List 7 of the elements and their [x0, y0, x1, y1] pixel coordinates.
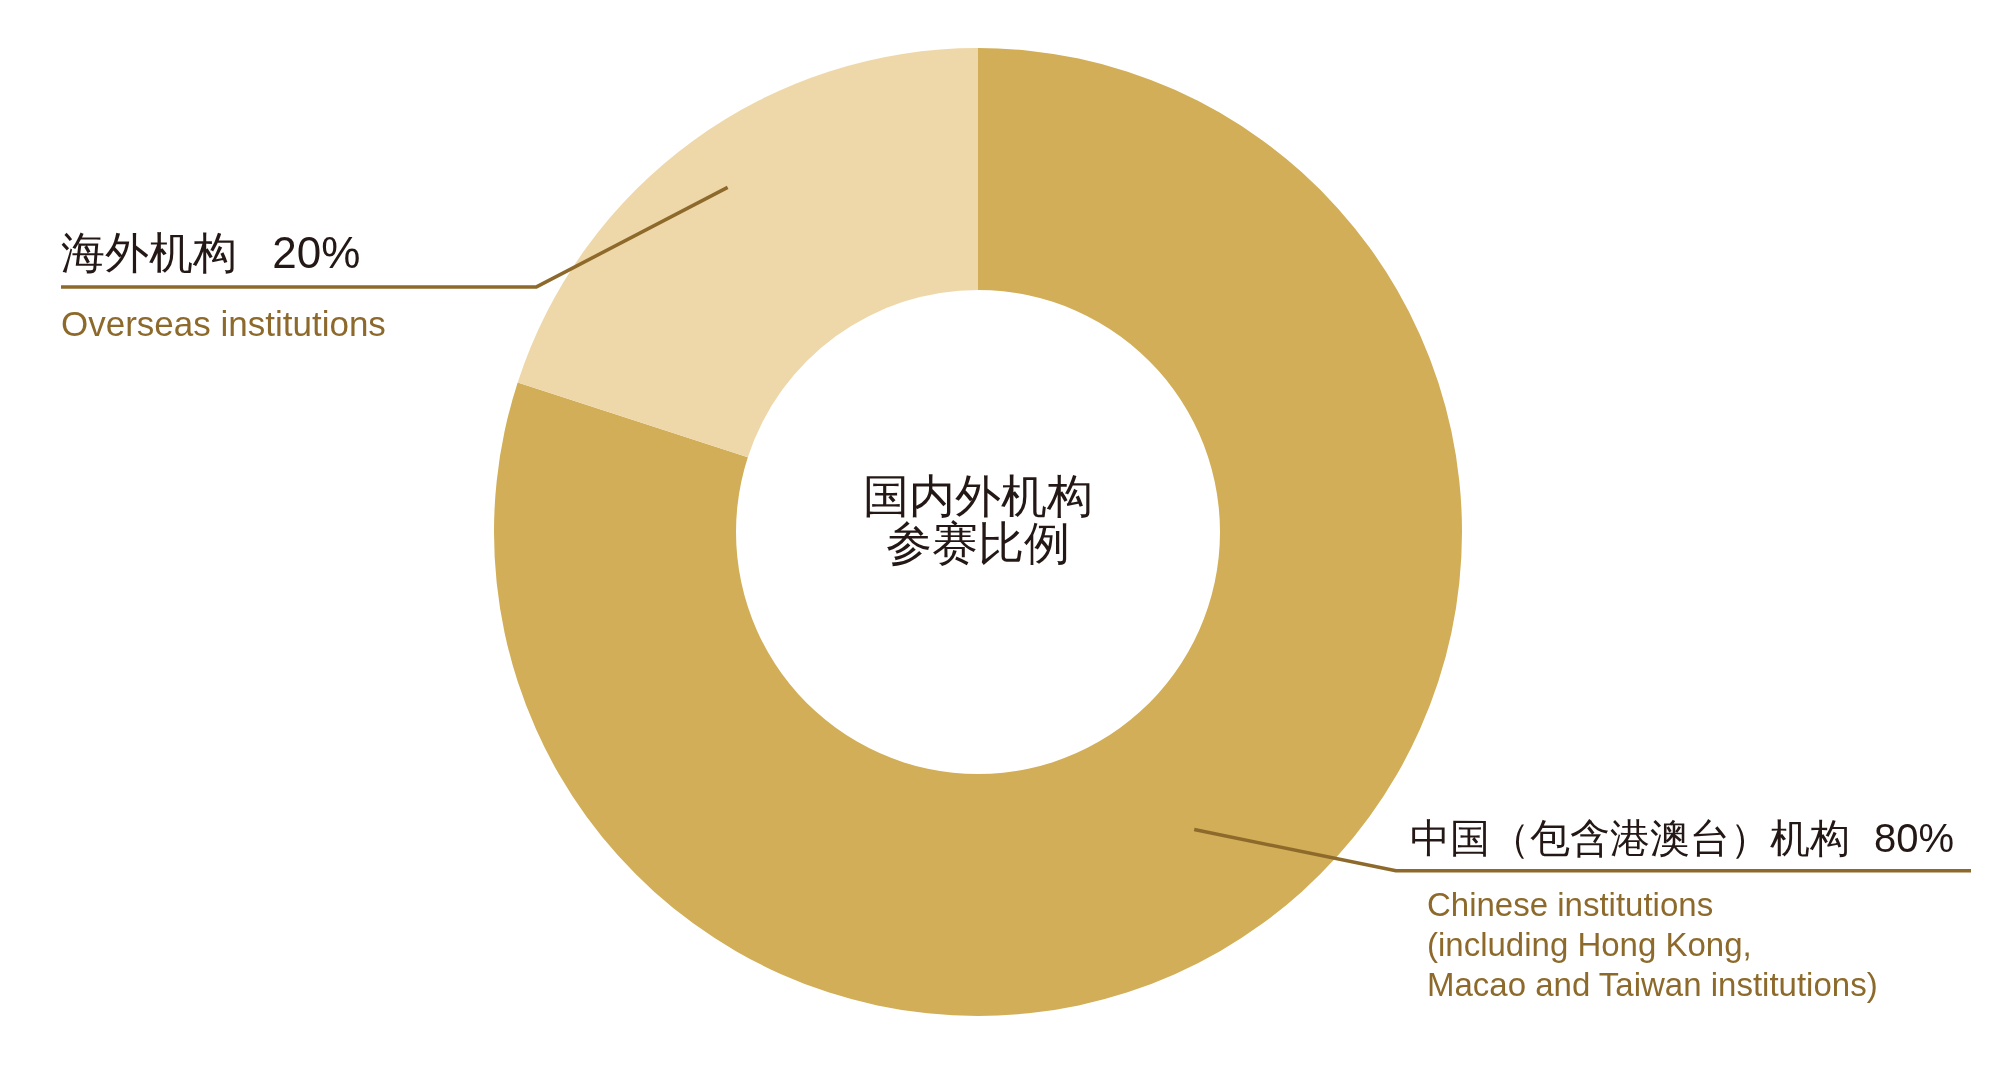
text: Overseas institutions — [61, 304, 386, 344]
data-label: 80% — [1874, 815, 1955, 860]
data-label: 20% — [272, 228, 361, 278]
text: Chinese institutions (including Hong Kong, Macao and Taiwan institutions) — [1427, 885, 1878, 1003]
slice-label: 海外机构 — [61, 228, 237, 278]
slice-label: 中国（包含港澳台）机构 — [1410, 815, 1850, 860]
text: 国内外机构参赛比例 — [863, 470, 1093, 569]
